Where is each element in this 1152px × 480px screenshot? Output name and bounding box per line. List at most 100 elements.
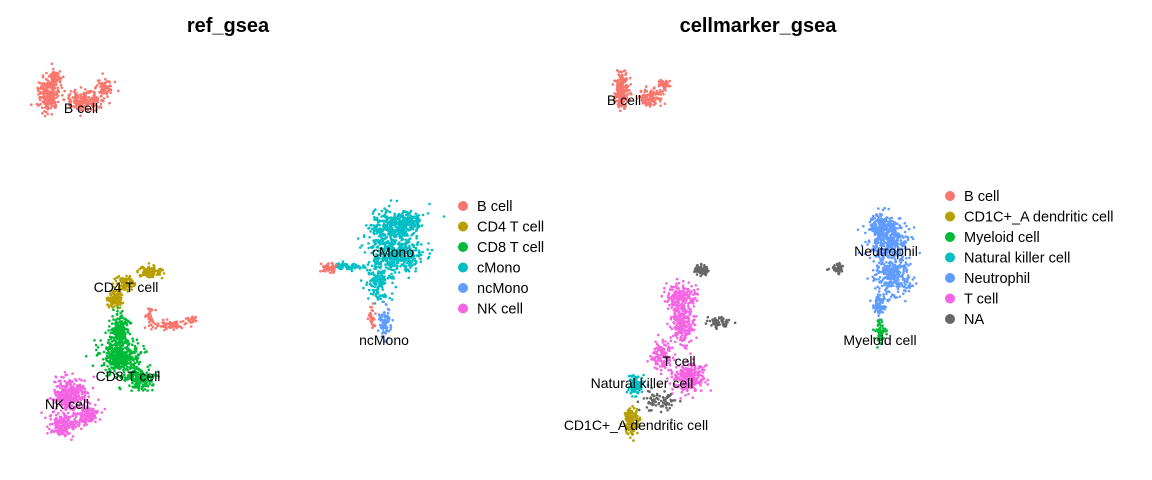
cell-point <box>378 266 382 270</box>
cell-point <box>832 265 836 269</box>
cell-point <box>79 114 82 117</box>
cell-point <box>430 248 434 252</box>
cell-point <box>54 380 57 384</box>
cell-point <box>717 321 720 324</box>
cell-point <box>623 69 627 72</box>
cell-point <box>683 344 686 348</box>
cell-point <box>624 78 627 81</box>
cell-point <box>68 380 71 384</box>
cell-point <box>645 406 649 409</box>
cell-point <box>51 81 55 85</box>
cell-point <box>133 344 137 348</box>
cell-point <box>674 316 678 319</box>
cell-point <box>194 315 197 319</box>
cell-point <box>670 295 673 298</box>
cell-point <box>97 81 101 85</box>
cell-point <box>662 82 666 85</box>
cell-point <box>679 337 683 341</box>
cell-point <box>719 316 722 320</box>
cell-point <box>81 414 85 417</box>
legend-label: cMono <box>477 261 521 277</box>
cell-point <box>383 224 387 227</box>
cell-point <box>666 409 669 412</box>
cell-point <box>622 77 625 80</box>
cell-point <box>380 215 384 218</box>
cell-point <box>365 283 368 287</box>
cell-point <box>100 343 104 347</box>
cell-point <box>131 337 134 341</box>
cell-point <box>625 390 629 394</box>
cell-point <box>644 85 648 88</box>
cell-point <box>180 326 184 330</box>
cell-point <box>90 108 93 111</box>
cell-point <box>393 264 396 268</box>
cell-point <box>701 371 705 374</box>
cell-point <box>128 384 131 387</box>
legend-key <box>458 221 468 232</box>
cell-point <box>143 388 147 391</box>
cell-point <box>350 268 354 271</box>
cell-point <box>681 316 685 320</box>
cell-point <box>713 317 717 320</box>
cell-point <box>154 327 157 330</box>
cell-point <box>673 340 677 344</box>
cell-point <box>110 328 114 332</box>
cell-point <box>59 80 62 83</box>
cell-point <box>415 228 419 231</box>
cell-point <box>684 311 688 315</box>
cell-point <box>41 83 44 86</box>
cell-point <box>111 340 114 343</box>
cell-point <box>104 88 107 91</box>
cell-point <box>123 341 127 344</box>
cell-point <box>161 318 165 322</box>
cell-point <box>189 320 192 324</box>
cell-point <box>371 325 375 329</box>
cell-point <box>678 328 681 331</box>
cell-point <box>150 384 154 387</box>
cell-point <box>322 265 326 269</box>
cell-point <box>52 96 56 100</box>
cell-point <box>59 382 62 386</box>
cell-point <box>628 76 632 80</box>
cell-point <box>694 296 697 300</box>
cell-point <box>378 284 381 287</box>
cell-point <box>80 379 83 382</box>
cell-point <box>377 220 380 224</box>
cell-point <box>715 327 718 331</box>
cell-point <box>684 331 687 335</box>
cell-point <box>65 420 68 424</box>
cell-point <box>55 96 58 99</box>
cell-point <box>660 90 663 94</box>
cell-point <box>112 359 115 363</box>
cell-point <box>672 298 675 302</box>
cluster-label: ncMono <box>359 332 409 348</box>
cell-point <box>415 260 418 263</box>
cell-point <box>392 235 396 238</box>
cell-point <box>67 93 71 97</box>
cell-point <box>699 264 703 268</box>
cell-point <box>391 318 395 322</box>
cell-point <box>319 270 322 273</box>
cell-point <box>79 93 82 96</box>
cell-point <box>379 297 383 301</box>
cell-point <box>671 300 674 304</box>
cell-point <box>86 391 90 395</box>
cell-point <box>385 320 389 324</box>
cell-point <box>406 228 409 232</box>
cell-point <box>109 343 112 347</box>
cell-point <box>426 248 430 251</box>
cell-point <box>715 323 718 327</box>
cell-point <box>393 216 397 219</box>
cell-point <box>384 266 388 269</box>
cell-point <box>661 338 665 342</box>
cell-point <box>125 357 129 361</box>
cell-point <box>40 106 44 109</box>
cell-point <box>68 104 71 107</box>
cell-point <box>625 86 629 89</box>
cell-point <box>697 373 700 376</box>
cell-point <box>692 288 696 292</box>
cell-point <box>385 316 389 319</box>
cell-point <box>102 350 106 354</box>
cell-point <box>398 229 402 233</box>
cell-point <box>698 365 701 368</box>
